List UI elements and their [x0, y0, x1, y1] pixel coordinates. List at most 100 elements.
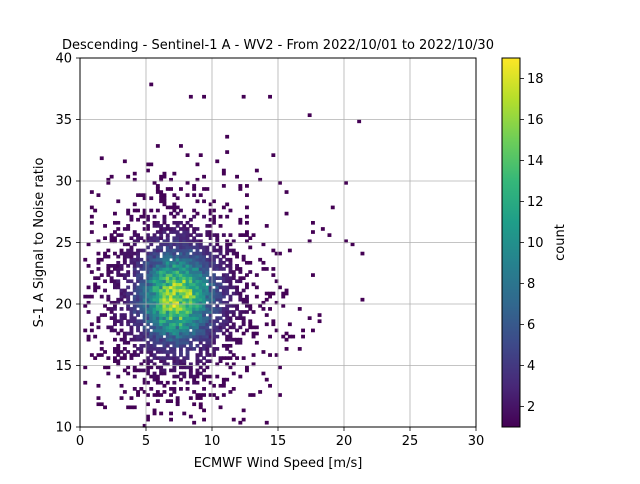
- heatmap-cell: [192, 347, 197, 351]
- heatmap-cell: [159, 310, 164, 314]
- heatmap-cell: [205, 322, 210, 327]
- heatmap-cell: [103, 304, 107, 308]
- heatmap-cell: [146, 251, 150, 256]
- heatmap-cell: [208, 359, 213, 364]
- heatmap-cell: [182, 245, 187, 250]
- heatmap-cell: [159, 288, 164, 293]
- heatmap-cell: [93, 208, 98, 213]
- heatmap-cell: [172, 328, 177, 333]
- heatmap-cell: [278, 251, 282, 256]
- heatmap-cell: [96, 260, 101, 265]
- heatmap-cell: [172, 214, 177, 219]
- heatmap-cell: [169, 334, 173, 339]
- heatmap-cell: [264, 297, 269, 302]
- heatmap-cell: [172, 294, 177, 299]
- heatmap-cell: [172, 325, 177, 330]
- heatmap-cell: [208, 211, 213, 216]
- heatmap-cell: [182, 325, 187, 330]
- heatmap-cell: [149, 242, 154, 247]
- heatmap-cell: [195, 233, 200, 237]
- heatmap-cell: [129, 257, 134, 262]
- heatmap-cell: [245, 220, 249, 225]
- heatmap-cell: [198, 316, 203, 320]
- heatmap-cell: [225, 316, 230, 320]
- heatmap-cell: [155, 291, 160, 296]
- heatmap-cell: [185, 227, 190, 231]
- heatmap-cell: [228, 331, 233, 336]
- heatmap-cell: [155, 276, 160, 280]
- heatmap-cell: [146, 343, 150, 348]
- heatmap-cell: [182, 291, 187, 296]
- heatmap-cell: [172, 356, 177, 360]
- heatmap-cell: [188, 310, 193, 314]
- heatmap-cell: [146, 245, 150, 250]
- heatmap-cell: [165, 245, 170, 250]
- heatmap-cell: [169, 393, 173, 397]
- heatmap-cell: [139, 343, 144, 348]
- heatmap-cell: [162, 291, 167, 296]
- heatmap-cell: [212, 254, 216, 259]
- heatmap-cell: [195, 316, 200, 320]
- heatmap-cell: [218, 322, 223, 327]
- heatmap-cell: [169, 205, 173, 210]
- heatmap-cell: [198, 340, 203, 345]
- heatmap-cell: [116, 282, 121, 287]
- heatmap-cell: [225, 239, 230, 244]
- heatmap-cell: [139, 310, 144, 314]
- heatmap-cell: [175, 310, 180, 314]
- heatmap-cell: [231, 248, 236, 253]
- heatmap-cell: [185, 233, 190, 237]
- colorbar-tick-label: 8: [527, 277, 535, 292]
- heatmap-cell: [192, 402, 197, 407]
- heatmap-cell: [185, 347, 190, 351]
- heatmap-cell: [192, 276, 197, 280]
- heatmap-cell: [132, 171, 137, 176]
- heatmap-cell: [96, 316, 101, 320]
- heatmap-cell: [146, 347, 150, 351]
- heatmap-cell: [103, 288, 107, 293]
- heatmap-cell: [113, 316, 117, 320]
- heatmap-cell: [172, 390, 177, 394]
- heatmap-cell: [198, 328, 203, 333]
- heatmap-cell: [152, 322, 157, 327]
- heatmap-cell: [188, 304, 193, 308]
- heatmap-cell: [175, 264, 180, 268]
- heatmap-cell: [155, 356, 160, 360]
- heatmap-cell: [162, 220, 167, 225]
- heatmap-cell: [268, 353, 272, 357]
- heatmap-cell: [215, 325, 220, 330]
- heatmap-cell: [248, 325, 253, 330]
- heatmap-cell: [202, 297, 206, 302]
- heatmap-cell: [238, 316, 243, 320]
- heatmap-cell: [136, 390, 140, 394]
- heatmap-cell: [113, 350, 117, 354]
- heatmap-cell: [126, 297, 131, 302]
- heatmap-cell: [119, 239, 124, 244]
- heatmap-cell: [136, 270, 140, 274]
- heatmap-cell: [195, 307, 200, 311]
- heatmap-cell: [89, 353, 94, 357]
- heatmap-cell: [155, 239, 160, 244]
- heatmap-cell: [261, 371, 266, 376]
- colorbar: [501, 57, 521, 428]
- heatmap-cell: [179, 233, 183, 237]
- heatmap-cell: [169, 251, 173, 256]
- heatmap-cell: [132, 387, 137, 391]
- heatmap-cell: [169, 211, 173, 216]
- heatmap-cell: [136, 233, 140, 237]
- heatmap-cell: [254, 273, 259, 277]
- heatmap-cell: [149, 294, 154, 299]
- heatmap-cell: [142, 291, 147, 296]
- heatmap-cell: [149, 285, 154, 290]
- heatmap-cell: [245, 239, 249, 244]
- heatmap-cell: [182, 328, 187, 333]
- heatmap-cell: [106, 264, 111, 268]
- heatmap-cell: [146, 282, 150, 287]
- x-tick-label: 25: [402, 434, 419, 449]
- heatmap-cell: [198, 402, 203, 407]
- heatmap-cell: [228, 316, 233, 320]
- heatmap-cell: [185, 291, 190, 296]
- heatmap-cell: [155, 245, 160, 250]
- heatmap-cell: [179, 288, 183, 293]
- heatmap-cell: [192, 187, 197, 191]
